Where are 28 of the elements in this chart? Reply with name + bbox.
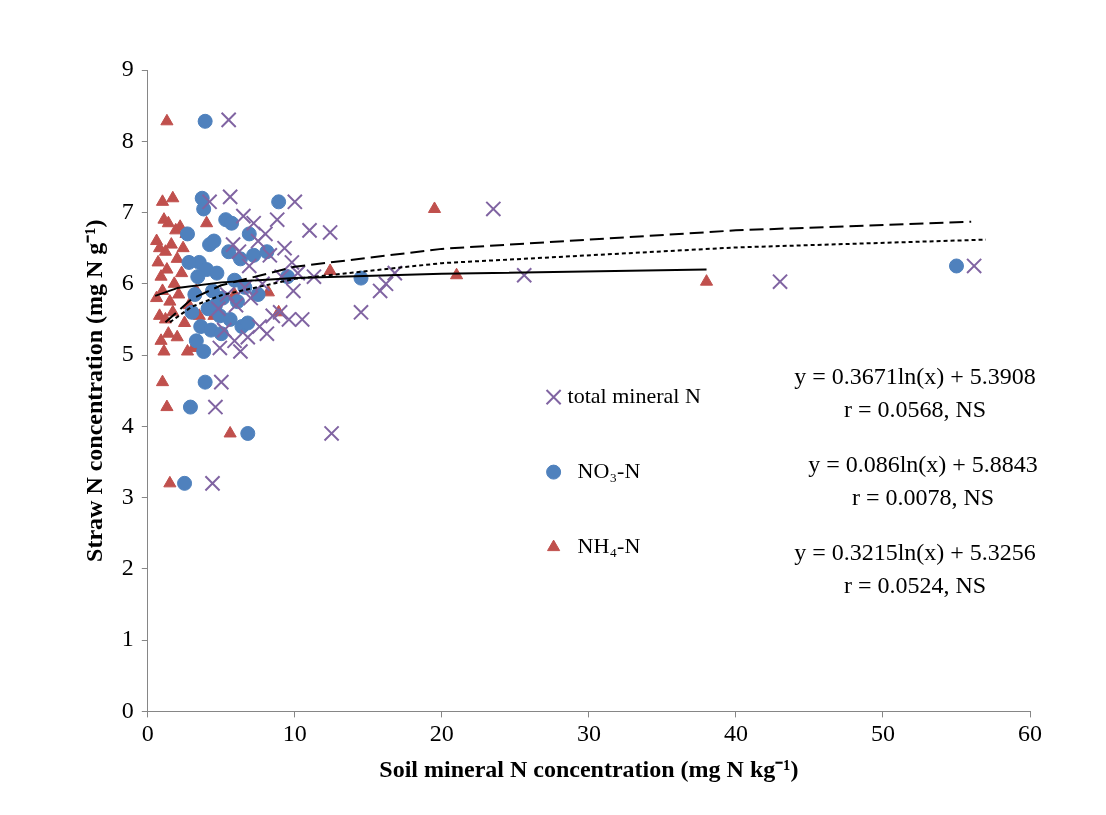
annotation: y = 0.3671ln(x) + 5.3908 — [794, 363, 1036, 390]
y-tick-label: 2 — [121, 554, 134, 581]
y-tick-label: 9 — [121, 55, 134, 82]
annotation: y = 0.086ln(x) + 5.8843 — [808, 451, 1038, 478]
x-tick-label: 20 — [429, 720, 454, 747]
legend-label: total mineral N — [567, 382, 701, 408]
y-tick-label: 0 — [121, 696, 134, 723]
legend-label: NH₄-N — [577, 532, 641, 558]
y-tick-label: 4 — [121, 411, 134, 438]
x-tick-label: 40 — [723, 720, 748, 747]
y-tick-label: 1 — [121, 625, 134, 652]
legend-label: NO₃-N — [577, 457, 641, 483]
annotation: y = 0.3215ln(x) + 5.3256 — [794, 539, 1036, 566]
y-axis-title: Straw N concentration (mg N g⁻¹) — [80, 219, 107, 562]
y-tick-label: 6 — [121, 269, 134, 296]
y-tick-label: 7 — [121, 197, 134, 224]
x-tick-label: 60 — [1018, 720, 1042, 747]
x-tick-label: 30 — [576, 720, 601, 747]
annotation: r = 0.0568, NS — [843, 396, 987, 423]
annotation: r = 0.0524, NS — [843, 572, 987, 599]
x-tick-label: 50 — [870, 720, 895, 747]
y-tick-label: 3 — [121, 482, 134, 509]
annotation: r = 0.0078, NS — [851, 484, 995, 511]
x-tick-label: 10 — [282, 720, 307, 747]
x-tick-label: 0 — [141, 720, 154, 747]
x-axis-title: Soil mineral N concentration (mg N kg⁻¹) — [379, 755, 799, 782]
y-tick-label: 5 — [121, 340, 134, 367]
y-tick-label: 8 — [121, 126, 134, 153]
